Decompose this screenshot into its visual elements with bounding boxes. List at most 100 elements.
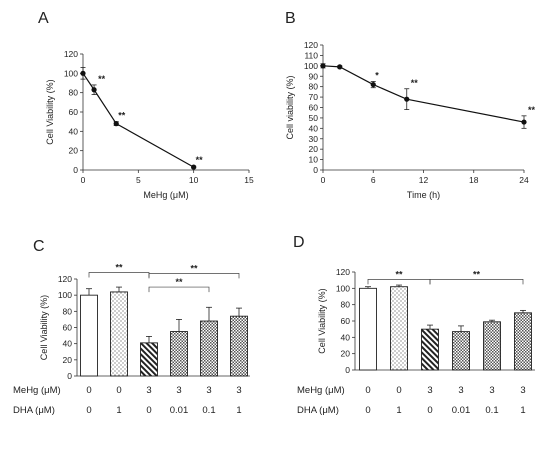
panel-d-bar <box>390 286 408 371</box>
panel-c-bar <box>230 315 248 377</box>
panel-b-y-tick-label: 80 <box>309 82 319 92</box>
panel-b-x-tick-label: 18 <box>469 175 479 185</box>
panel-c-table-cell: 0 <box>146 405 151 416</box>
panel-a-significance-label: ** <box>118 111 126 121</box>
panel-letter-c: C <box>33 238 45 255</box>
panel-d-y-tick-label: 100 <box>336 283 350 293</box>
panel-a-y-tick-label: 60 <box>69 107 79 117</box>
panel-b-x-tick-label: 6 <box>371 175 376 185</box>
panel-c-significance-label: ** <box>115 263 123 273</box>
panel-a-y-tick-label: 120 <box>64 49 78 59</box>
panel-b-y-tick-label: 40 <box>309 123 319 133</box>
panel-c-significance-label: ** <box>190 263 198 273</box>
panel-c-y-tick-label: 0 <box>67 371 72 381</box>
panel-b-x-tick-label: 0 <box>321 175 326 185</box>
panel-letter-a: A <box>38 10 49 27</box>
panel-c-y-tick-label: 20 <box>63 355 73 365</box>
panel-a-x-tick-label: 5 <box>136 175 141 185</box>
panel-d-table-cell: 0 <box>427 405 432 416</box>
panel-c-table-cell: 0.1 <box>202 405 215 416</box>
panel-c-bar <box>110 291 128 377</box>
panel-a-y-axis-label: Cell Viability (%) <box>45 79 55 144</box>
panel-d-significance-bracket <box>367 279 431 285</box>
panel-c-table-cell: 3 <box>146 385 151 396</box>
panel-a-data-point <box>91 87 97 93</box>
panel-d-significance-label: ** <box>395 269 403 279</box>
panel-d-table-cell: 1 <box>520 405 525 416</box>
panel-d-bar <box>483 321 501 371</box>
panel-c-significance-bracket <box>148 272 240 279</box>
panel-b-data-point <box>337 64 343 70</box>
panel-b-y-tick-label: 90 <box>309 71 319 81</box>
panel-c-y-tick-label: 120 <box>58 274 72 284</box>
panel-a-x-axis-label: MeHg (μM) <box>143 190 188 200</box>
panel-c-table-cell: 0.01 <box>170 405 189 416</box>
panel-a-y-tick-label: 20 <box>69 146 79 156</box>
panel-c-bar <box>80 294 98 377</box>
panel-c-significance-bracket <box>88 272 150 278</box>
panel-d-table-cell: 0.1 <box>485 405 498 416</box>
panel-b-data-point <box>404 96 410 102</box>
panel-b-significance-label: ** <box>528 105 536 115</box>
panel-d-y-tick-label: 40 <box>341 332 351 342</box>
panel-d-table-cell: 3 <box>427 385 432 396</box>
panel-b-significance-label: * <box>375 70 379 80</box>
panel-a-y-tick-label: 40 <box>69 126 79 136</box>
panel-c-significance-bracket <box>148 286 210 293</box>
panel-b-y-tick-label: 0 <box>313 165 318 175</box>
panel-b-significance-label: ** <box>411 78 419 88</box>
panel-d-bar <box>359 287 377 371</box>
panel-d-bar <box>421 328 439 371</box>
panel-a-x-tick-label: 15 <box>244 175 254 185</box>
panel-c-y-tick-label: 100 <box>58 290 72 300</box>
panel-d-y-tick-label: 80 <box>341 300 351 310</box>
panel-d-y-tick-label: 120 <box>336 267 350 277</box>
panel-b-x-tick-label: 12 <box>419 175 429 185</box>
panel-d-bar <box>514 312 532 371</box>
panel-a-y-tick-label: 80 <box>69 88 79 98</box>
panel-d-y-tick-label: 60 <box>341 316 351 326</box>
panel-d-table-cell: 0 <box>396 385 401 396</box>
panel-c-table-cell: 0 <box>86 405 91 416</box>
panel-b-y-tick-label: 100 <box>304 61 318 71</box>
panel-c-significance-label: ** <box>175 277 183 287</box>
panel-a-data-point <box>113 121 119 127</box>
panel-b-data-point <box>320 63 326 69</box>
panel-d-y-tick-label: 20 <box>341 349 351 359</box>
panel-b-y-tick-label: 60 <box>309 103 319 113</box>
panel-b-data-point <box>521 119 527 125</box>
panel-b-y-tick-label: 110 <box>304 50 318 60</box>
panel-b-x-axis-label: Time (h) <box>407 190 440 200</box>
panel-b-y-axis-label: Cell viability (%) <box>285 75 295 139</box>
panel-c-table-row-label: DHA (μM) <box>13 405 55 416</box>
panel-a-series-line <box>82 72 194 168</box>
panel-d-table-cell: 3 <box>458 385 463 396</box>
panel-c-bar <box>200 320 218 377</box>
panel-d-y-axis-label: Cell Viability (%) <box>317 288 327 353</box>
panel-a-significance-label: ** <box>98 74 106 84</box>
panel-c-bar <box>140 342 158 377</box>
panel-letter-b: B <box>285 10 296 27</box>
panel-a-data-point <box>80 70 86 76</box>
panel-b-y-tick-label: 10 <box>309 155 319 165</box>
panel-d-y-tick-label: 0 <box>345 365 350 375</box>
panel-d-significance-bracket <box>429 279 524 285</box>
panel-d-table-cell: 3 <box>489 385 494 396</box>
panel-c-y-tick-label: 80 <box>63 306 73 316</box>
panel-b-series-line <box>322 65 525 123</box>
panel-c-bar <box>170 331 188 377</box>
panel-c-table-cell: 0 <box>86 385 91 396</box>
panel-a-y-tick-label: 0 <box>73 165 78 175</box>
panel-d-table-cell: 1 <box>396 405 401 416</box>
panel-c-table-cell: 1 <box>236 405 241 416</box>
panel-d-bar <box>452 331 470 371</box>
panel-c-table-row-label: MeHg (μM) <box>13 385 61 396</box>
panel-a-x-tick-label: 0 <box>81 175 86 185</box>
panel-b-y-tick-label: 70 <box>309 92 319 102</box>
panel-d-table-row-label: DHA (μM) <box>297 405 339 416</box>
panel-a-line-chart: 0 20 40 60 80 100 120 Cell Viability (%) 0 5 10 15 M… <box>45 49 254 200</box>
